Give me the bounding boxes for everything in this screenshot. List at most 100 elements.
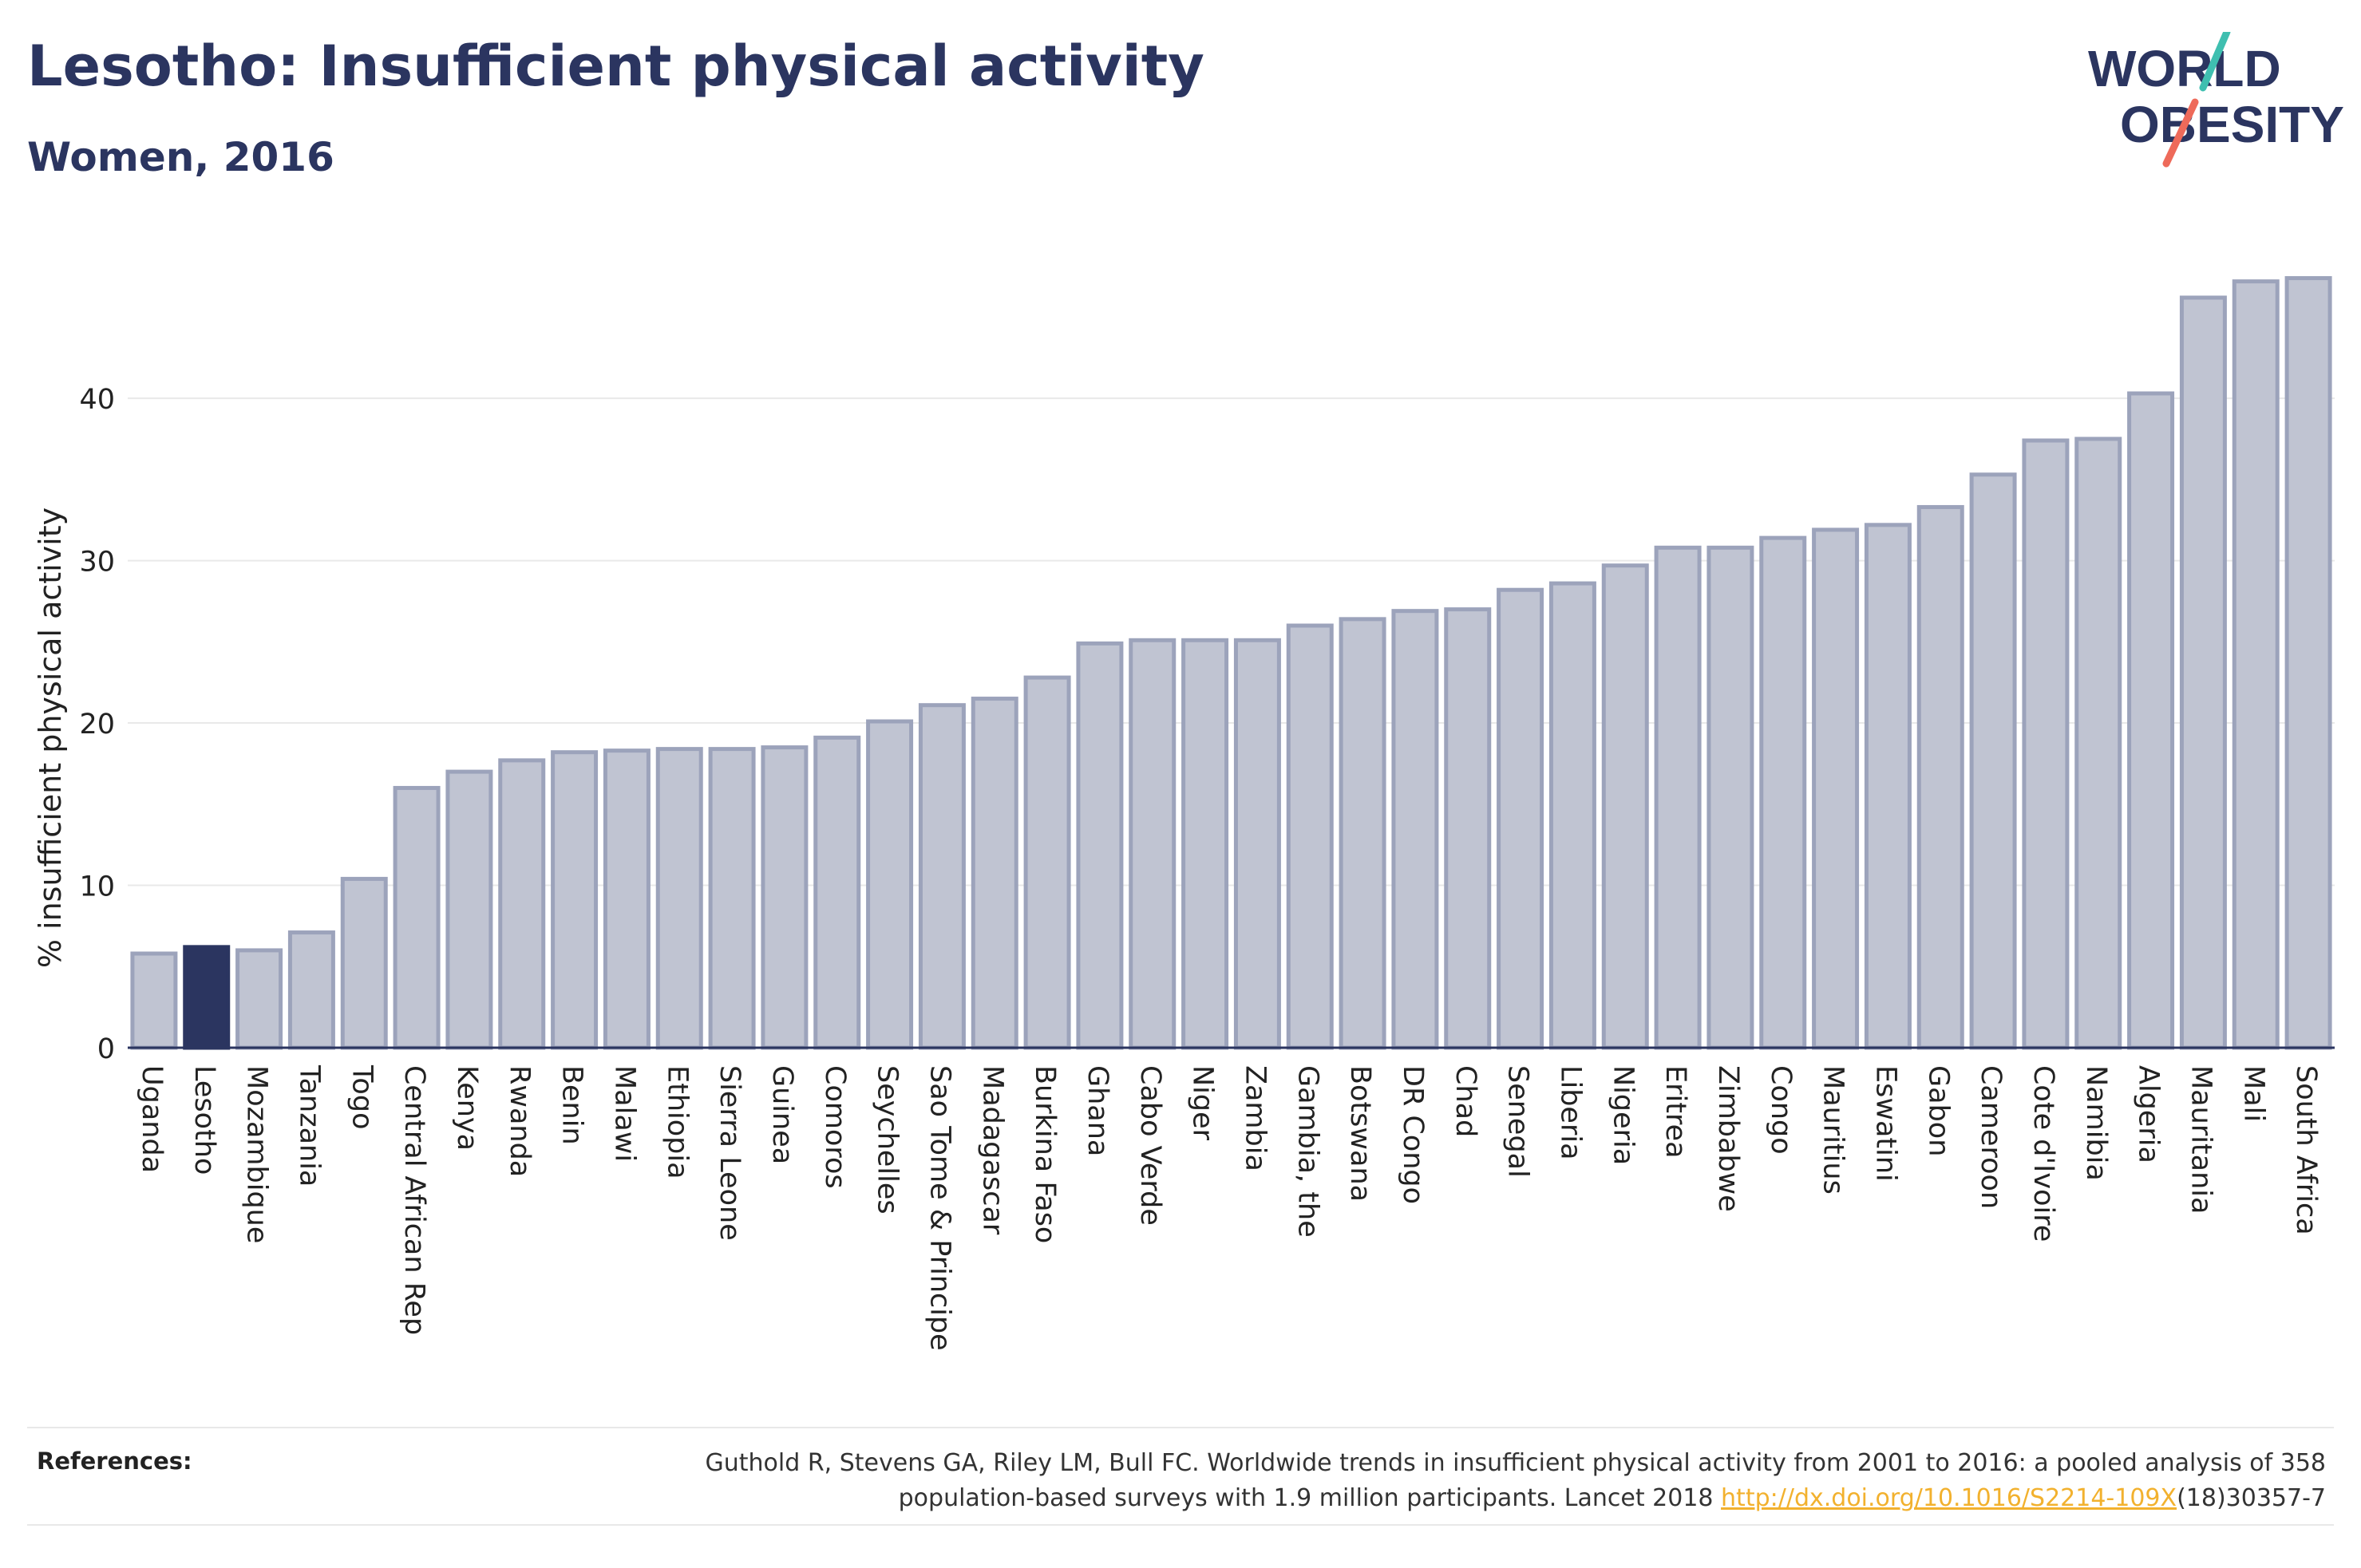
bar-eswatini xyxy=(1864,523,1912,1050)
x-tick-label: Sierra Leone xyxy=(714,1065,745,1241)
bar-ghana xyxy=(1076,641,1124,1050)
chart-subtitle: Women, 2016 xyxy=(27,134,334,180)
bar-sierra-leone xyxy=(708,747,756,1050)
bar-mauritania xyxy=(2179,295,2227,1050)
bar-cabo-verde xyxy=(1129,638,1177,1050)
x-tick-labels: Uganda Lesotho Mozambique Tanzania Togo Centr… xyxy=(136,1064,2322,1351)
x-tick-label: Ethiopia xyxy=(661,1065,693,1179)
bar-senegal xyxy=(1497,587,1544,1050)
references-line-2-end: (18)30357-7 xyxy=(2177,1484,2326,1512)
x-tick-label: Niger xyxy=(1187,1065,1219,1141)
bar-south-africa xyxy=(2284,276,2332,1050)
bar-eritrea xyxy=(1654,545,1702,1050)
x-tick-label: Eritrea xyxy=(1659,1065,1691,1159)
x-tick-label: Namibia xyxy=(2080,1065,2112,1181)
bar-congo xyxy=(1759,535,1807,1050)
bar-algeria xyxy=(2127,391,2175,1050)
bar-seychelles xyxy=(866,719,914,1050)
y-axis-label: % insufficient physical activity xyxy=(33,508,68,968)
x-tick-label: Burkina Faso xyxy=(1029,1065,1061,1243)
x-tick-label: Sao Tome & Principe xyxy=(923,1065,955,1351)
bar-liberia xyxy=(1548,581,1596,1050)
y-tick-label: 40 xyxy=(79,384,115,416)
x-tick-label: Gabon xyxy=(1922,1065,1954,1156)
bar-sao-tome-principe xyxy=(918,703,966,1050)
bar-madagascar xyxy=(971,697,1018,1050)
bar-nigeria xyxy=(1601,563,1649,1050)
references-divider-top xyxy=(27,1427,2334,1428)
x-tick-label: Benin xyxy=(556,1065,588,1145)
x-tick-label: Uganda xyxy=(136,1065,168,1173)
x-tick-label: Togo xyxy=(346,1064,378,1129)
x-tick-label: Central African Rep xyxy=(398,1065,430,1335)
x-tick-label: Comoros xyxy=(819,1065,851,1189)
x-tick-label: Gambia, the xyxy=(1291,1065,1323,1238)
x-tick-label: Botswana xyxy=(1344,1065,1376,1202)
x-tick-label: Liberia xyxy=(1554,1065,1586,1160)
bar-lesotho xyxy=(183,945,231,1050)
references-line-1: Guthold R, Stevens GA, Riley LM, Bull FC… xyxy=(705,1449,2326,1477)
bar-mozambique xyxy=(235,948,283,1050)
y-tick-label: 10 xyxy=(79,871,115,903)
y-tick-label: 30 xyxy=(79,547,115,579)
bar-botswana xyxy=(1339,617,1386,1050)
x-tick-label: DR Congo xyxy=(1397,1065,1429,1204)
bar-burkina-faso xyxy=(1023,675,1071,1050)
x-tick-label: Cote d'Ivoire xyxy=(2027,1065,2059,1242)
bar-namibia xyxy=(2074,436,2122,1050)
bar-chart: 0 10 20 30 40 Uganda Lesotho Mozambique Tanzani… xyxy=(33,276,2335,1351)
bar-guinea xyxy=(761,745,809,1050)
x-tick-label: Chad xyxy=(1449,1065,1481,1137)
bar-gambia-the xyxy=(1286,623,1334,1050)
x-tick-label: Tanzania xyxy=(293,1064,325,1187)
bar-togo xyxy=(340,876,388,1050)
bar-malawi xyxy=(603,748,651,1050)
x-tick-label: Mauritania xyxy=(2185,1065,2217,1214)
logo-text-world: WORLD xyxy=(2088,40,2281,97)
x-tick-label: Ghana xyxy=(1082,1065,1113,1156)
x-tick-label: Lesotho xyxy=(188,1065,220,1175)
chart-title: Lesotho: Insufficient physical activity xyxy=(27,34,1204,99)
bar-dr-congo xyxy=(1391,609,1439,1050)
x-tick-label: Senegal xyxy=(1502,1065,1534,1178)
logo-teal-stroke xyxy=(2199,32,2231,92)
x-tick-label: Rwanda xyxy=(504,1065,536,1177)
bar-rwanda xyxy=(498,758,546,1050)
bar-uganda xyxy=(130,951,178,1050)
x-tick-label: Mozambique xyxy=(241,1065,273,1243)
x-tick-label: Guinea xyxy=(766,1065,798,1164)
bar-central-african-rep xyxy=(393,785,441,1050)
x-tick-label: Eswatini xyxy=(1869,1065,1901,1182)
bar-ethiopia xyxy=(655,747,703,1050)
bars xyxy=(130,276,2332,1050)
bar-kenya xyxy=(445,769,493,1050)
bar-gabon xyxy=(1916,504,1964,1050)
x-tick-label: Zimbabwe xyxy=(1712,1065,1744,1212)
references-label: References: xyxy=(37,1448,192,1475)
x-tick-label: Zambia xyxy=(1239,1065,1271,1171)
references-divider-bottom xyxy=(27,1524,2334,1526)
x-tick-label: Mauritius xyxy=(1817,1065,1849,1195)
x-tick-label: Kenya xyxy=(451,1065,483,1151)
logo-coral-stroke xyxy=(2162,98,2199,168)
bar-cameroon xyxy=(1969,472,2017,1050)
x-tick-label: Madagascar xyxy=(976,1065,1008,1235)
references-line-2: population-based surveys with 1.9 millio… xyxy=(898,1484,1722,1512)
doi-link[interactable]: http://dx.doi.org/10.1016/S2214-109X xyxy=(1721,1484,2177,1512)
x-tick-label: Nigeria xyxy=(1607,1065,1639,1165)
x-tick-label: Congo xyxy=(1765,1065,1797,1155)
x-tick-label: Seychelles xyxy=(872,1065,904,1215)
bar-mali xyxy=(2232,279,2280,1050)
y-tick-labels: 0 10 20 30 40 xyxy=(79,384,115,1065)
world-obesity-logo: WORLD OBESITY xyxy=(2088,32,2344,168)
gridlines xyxy=(128,397,2335,887)
references-text: Guthold R, Stevens GA, Riley LM, Bull FC… xyxy=(490,1446,2326,1516)
bar-tanzania xyxy=(287,930,335,1050)
x-tick-label: Malawi xyxy=(608,1065,640,1162)
y-tick-label: 0 xyxy=(97,1033,115,1065)
x-tick-label: South Africa xyxy=(2290,1065,2322,1235)
bar-cote-d-ivoire xyxy=(2022,438,2070,1050)
x-tick-label: Cameroon xyxy=(1975,1065,2007,1209)
logo-text-obesity: OBESITY xyxy=(2120,96,2344,153)
bar-niger xyxy=(1181,638,1229,1050)
